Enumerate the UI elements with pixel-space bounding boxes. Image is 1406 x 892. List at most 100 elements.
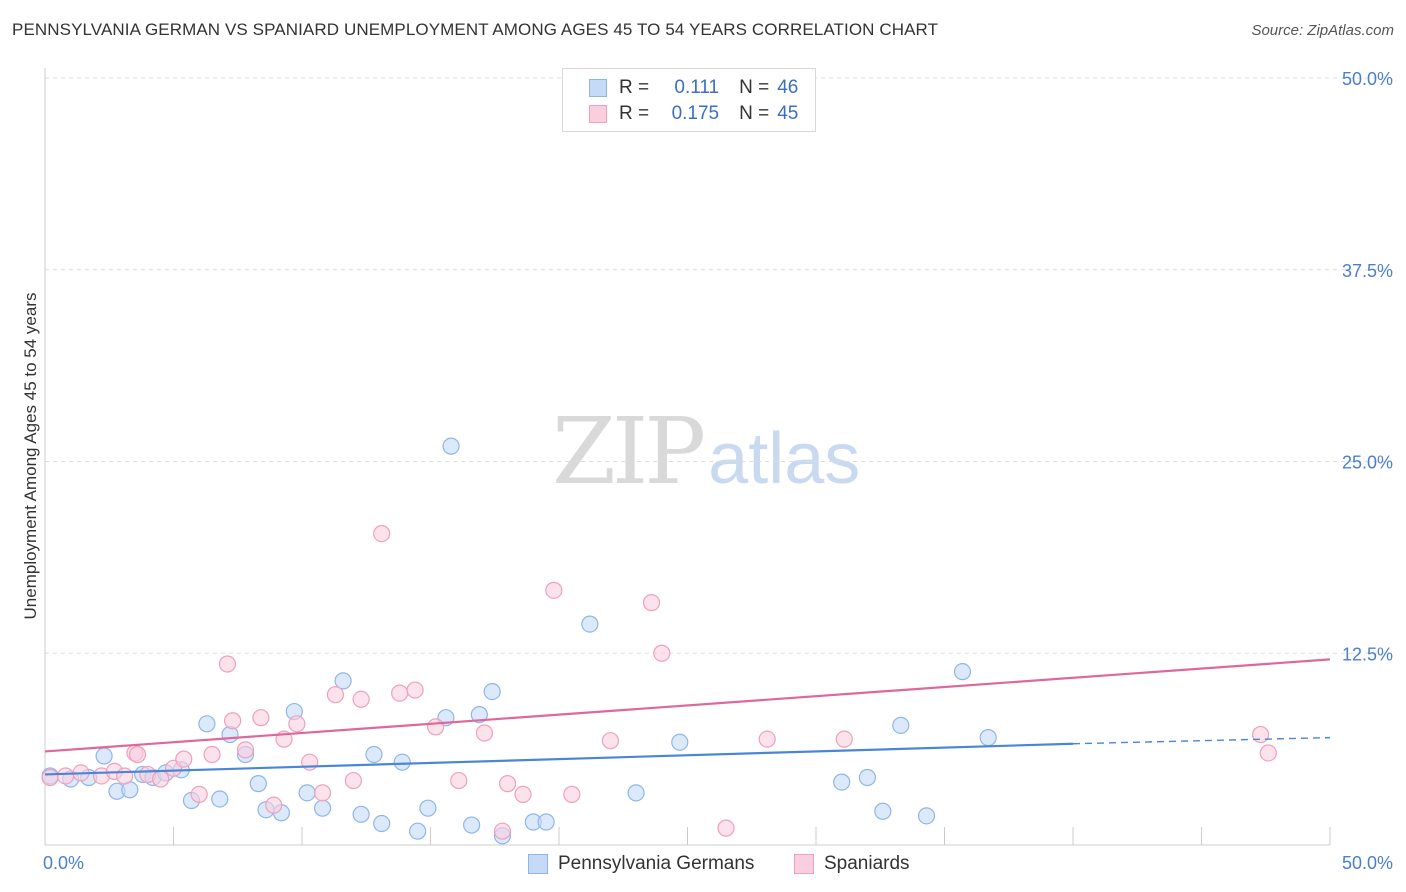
x-tick-label: 50.0% xyxy=(1342,853,1393,873)
data-point xyxy=(128,745,147,764)
data-point xyxy=(493,822,512,840)
legend-r-value: 0.175 xyxy=(671,103,720,124)
data-point xyxy=(175,750,193,768)
data-point xyxy=(334,672,352,690)
data-point xyxy=(152,770,170,788)
source-credit: Source: ZipAtlas.com xyxy=(1251,22,1394,39)
data-point xyxy=(642,594,661,612)
legend-row-spaniards: R = 0.175 N = 45 xyxy=(589,102,798,126)
bottom-legend-swatch-pink xyxy=(794,854,814,874)
trend-line xyxy=(44,742,1074,776)
legend-n-label: N = xyxy=(739,103,770,124)
data-point xyxy=(365,745,383,764)
data-point xyxy=(288,715,306,733)
data-point xyxy=(198,715,216,733)
data-point xyxy=(758,730,776,748)
data-point xyxy=(236,741,255,759)
bottom-legend-pennsylvania-germans: Pennsylvania Germans xyxy=(528,852,754,876)
data-point xyxy=(252,709,270,727)
data-point xyxy=(601,732,620,750)
data-points xyxy=(41,107,1277,845)
bottom-legend-label: Pennsylvania Germans xyxy=(558,853,755,874)
legend-r-value: 0.111 xyxy=(674,77,720,98)
data-point xyxy=(627,784,645,802)
trend-line xyxy=(44,658,1331,753)
legend-n-label: N = xyxy=(739,77,770,98)
data-point xyxy=(344,771,362,790)
axes xyxy=(44,68,1331,846)
data-point xyxy=(373,814,391,833)
data-point xyxy=(1252,725,1270,744)
tick-labels: 12.5% 25.0% 37.5% 50.0% 0.0% 50.0% xyxy=(43,69,1393,873)
data-point xyxy=(409,822,427,840)
data-point xyxy=(581,615,599,633)
data-point xyxy=(116,767,134,785)
trend-lines xyxy=(44,658,1331,776)
data-point xyxy=(373,524,391,543)
data-point xyxy=(653,644,671,662)
data-point xyxy=(326,686,345,704)
data-point xyxy=(56,767,75,785)
data-point xyxy=(470,706,488,724)
legend: R = 0.111 N = 46 R = 0.175 N = 45 xyxy=(562,68,816,132)
data-point xyxy=(313,784,332,802)
gridlines xyxy=(45,77,1390,654)
data-point xyxy=(391,684,409,702)
data-point xyxy=(463,816,481,834)
y-tick-label: 12.5% xyxy=(1342,644,1393,664)
legend-swatch-blue xyxy=(589,79,607,97)
data-point xyxy=(298,784,316,802)
legend-swatch-pink xyxy=(589,105,607,123)
data-point xyxy=(249,775,267,793)
legend-row-pennsylvania-germans: R = 0.111 N = 46 xyxy=(589,76,798,100)
legend-r-label: R = xyxy=(619,77,650,98)
data-point xyxy=(892,716,910,734)
data-point xyxy=(833,773,851,791)
y-tick-label: 50.0% xyxy=(1342,69,1393,89)
data-point xyxy=(858,768,877,787)
y-tick-label: 25.0% xyxy=(1342,453,1393,473)
data-point xyxy=(427,718,445,736)
data-point xyxy=(979,729,997,747)
legend-n-value: 46 xyxy=(777,77,799,98)
legend-n-value: 45 xyxy=(777,103,799,124)
data-point xyxy=(835,730,853,748)
data-point xyxy=(475,724,494,742)
legend-r-label: R = xyxy=(619,103,650,124)
data-point xyxy=(563,785,581,803)
data-point xyxy=(442,437,460,455)
data-point xyxy=(313,799,332,817)
data-point xyxy=(265,796,283,814)
bottom-legend-swatch-blue xyxy=(528,854,548,874)
trend-line-extension xyxy=(1072,736,1331,745)
data-point xyxy=(393,753,411,771)
data-point xyxy=(874,802,892,820)
bottom-legend-label: Spaniards xyxy=(824,853,910,874)
y-tick-label: 37.5% xyxy=(1342,261,1393,281)
data-point xyxy=(499,775,517,793)
data-point xyxy=(190,785,208,803)
chart-title: PENNSYLVANIA GERMAN VS SPANIARD UNEMPLOY… xyxy=(12,20,939,39)
data-point xyxy=(352,690,370,708)
data-point xyxy=(1259,744,1277,762)
data-point xyxy=(545,581,563,599)
data-point xyxy=(218,655,237,673)
data-point xyxy=(406,681,424,699)
data-point xyxy=(450,771,468,790)
data-point xyxy=(211,790,229,808)
data-point xyxy=(917,807,936,825)
data-point xyxy=(95,747,113,765)
data-point xyxy=(419,799,437,817)
data-point xyxy=(953,663,972,681)
data-point xyxy=(352,805,370,823)
bottom-legend-spaniards: Spaniards xyxy=(794,852,910,876)
data-point xyxy=(671,733,689,751)
data-point xyxy=(203,745,221,764)
data-point xyxy=(537,813,555,831)
x-tick-label: 0.0% xyxy=(43,853,84,873)
data-point xyxy=(483,682,501,701)
data-point xyxy=(717,819,735,837)
data-point xyxy=(41,768,59,787)
data-point xyxy=(224,712,242,730)
